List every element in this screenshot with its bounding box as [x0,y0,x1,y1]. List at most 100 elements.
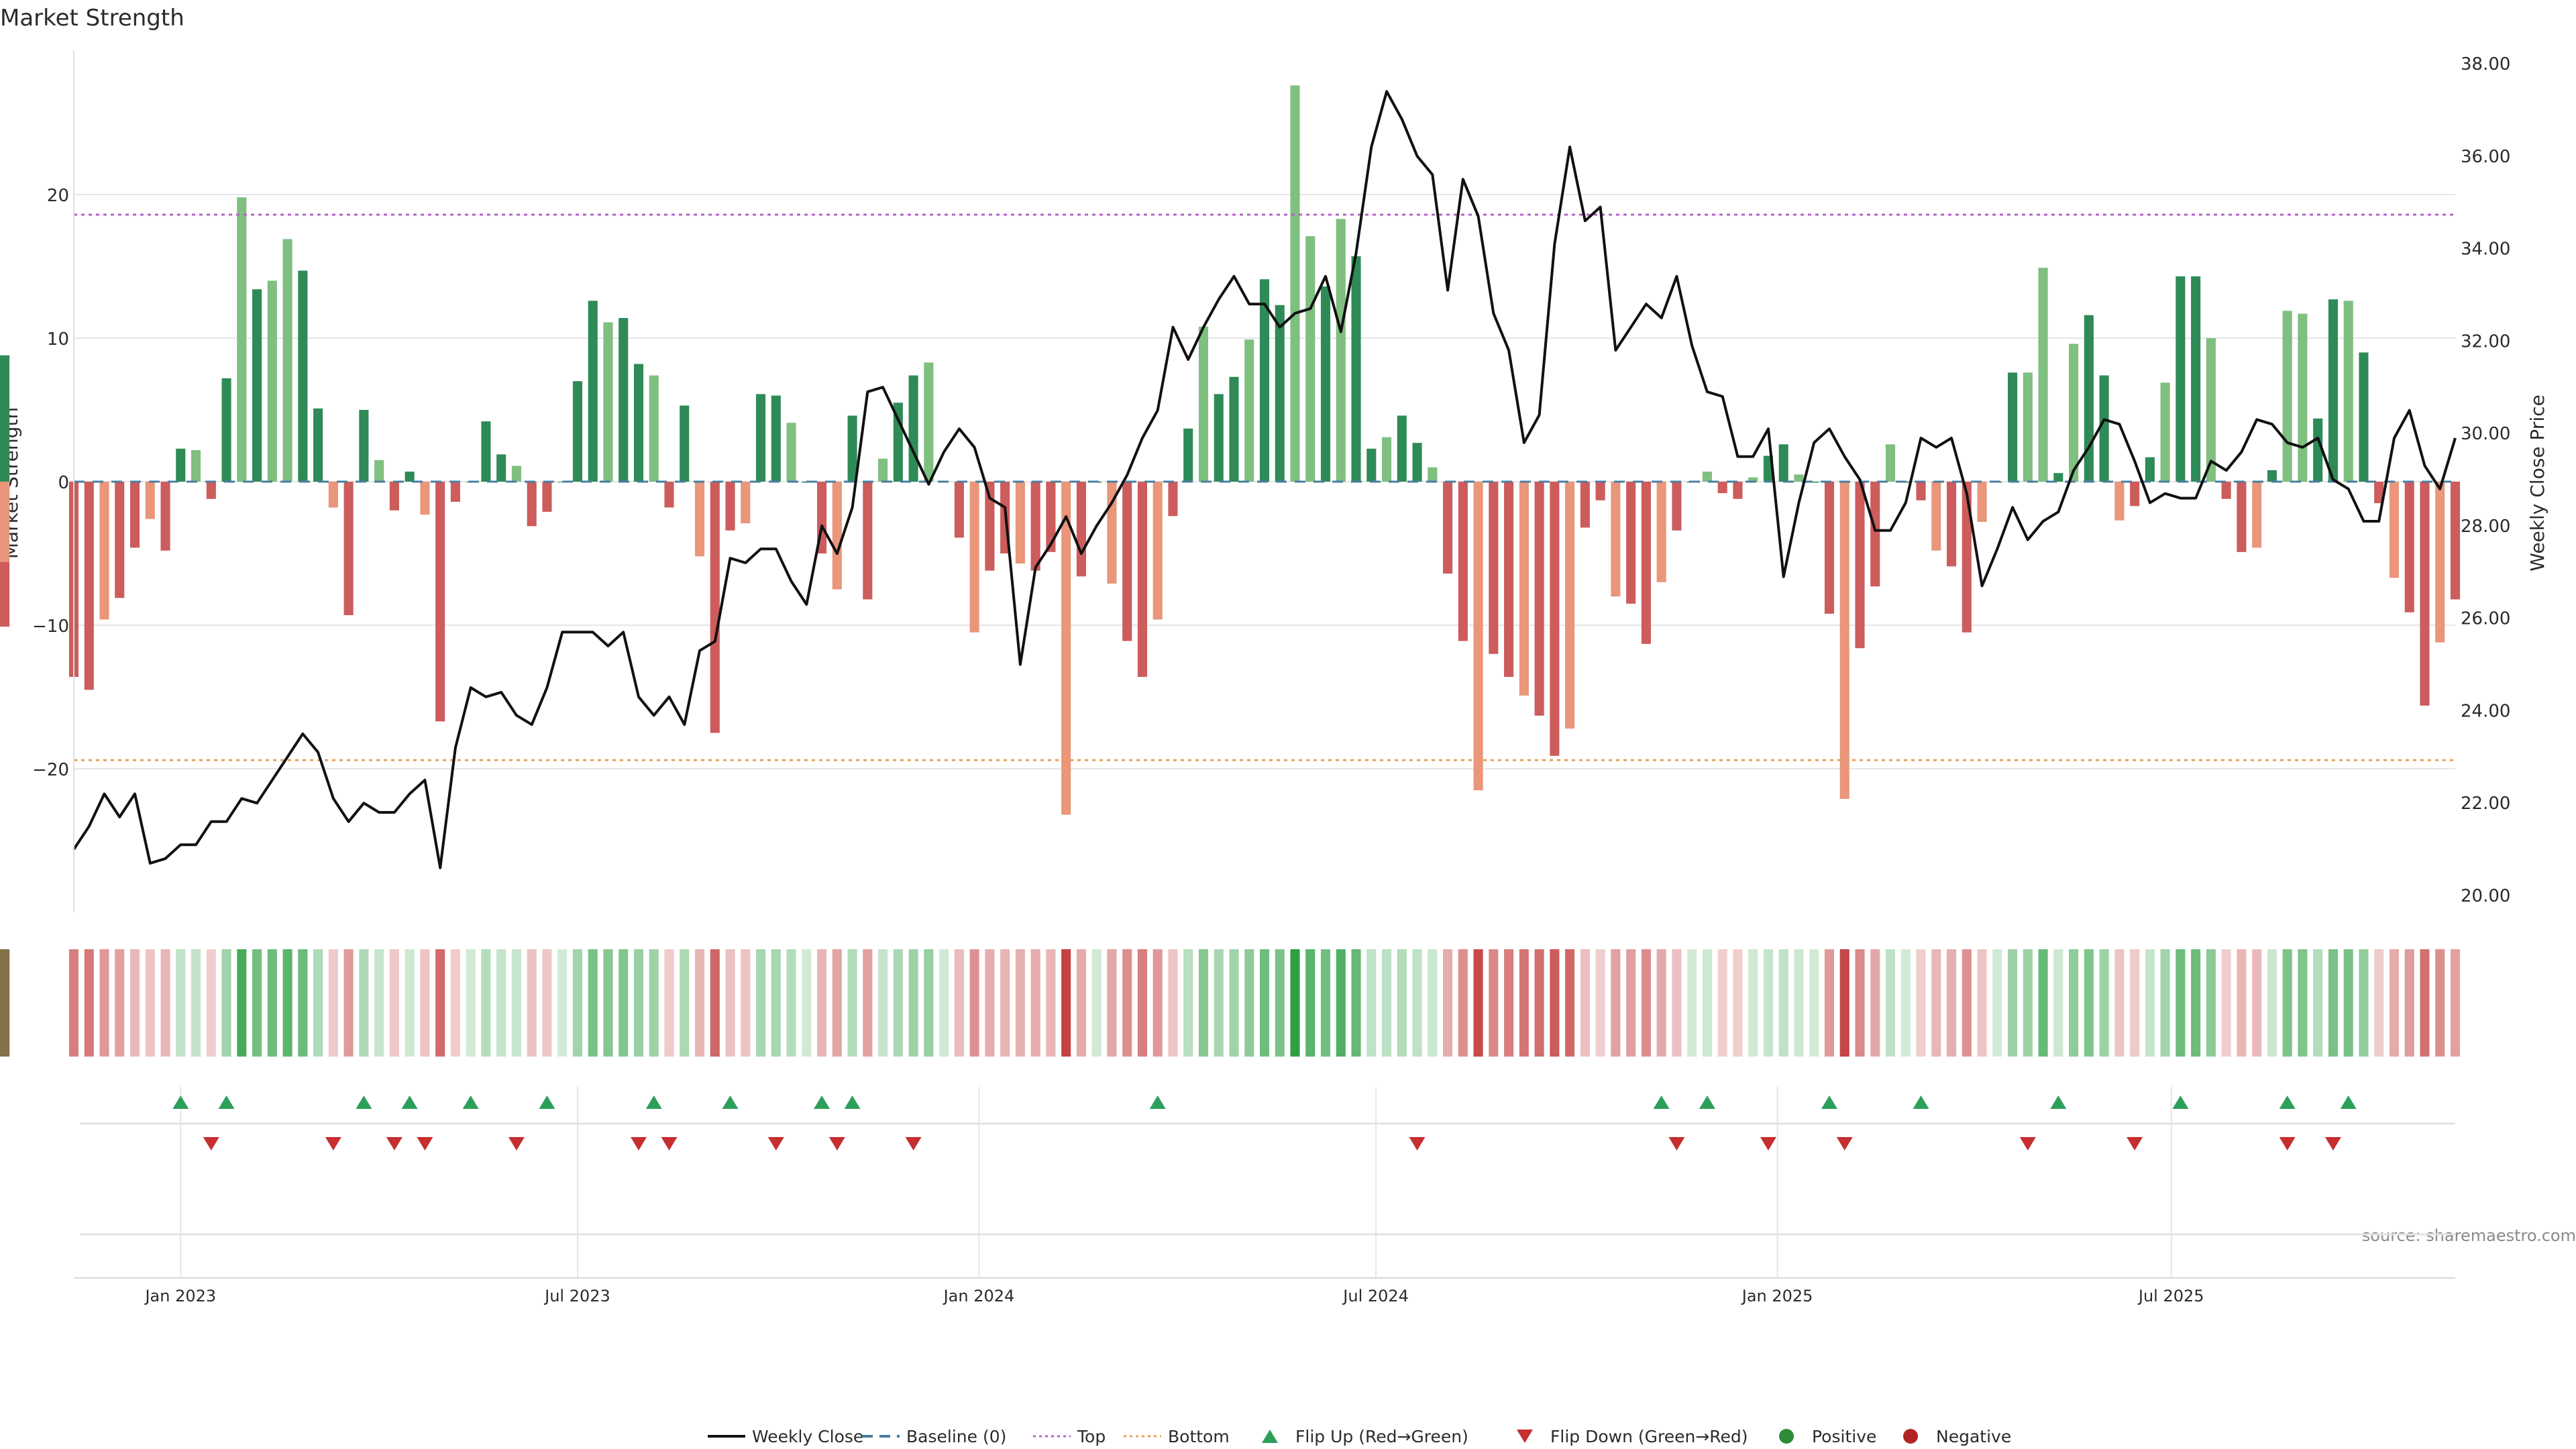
heat-cell [1809,949,1819,1057]
strength-bar [221,378,231,482]
axes-layer: 20 10 0 −10 −20 38.00 36.00 34.00 32.00 30.00 28.0… [32,50,2510,912]
heat-cell [1611,949,1621,1057]
flip-up-marker [722,1095,739,1109]
heat-cell [2114,949,2125,1057]
strength-bar [1885,444,1896,482]
y2-tick-label: 32.00 [2461,331,2510,352]
y2-tick-label: 34.00 [2461,239,2510,260]
strength-bar [1778,444,1788,482]
heat-cell [741,949,751,1057]
heat-cell [2008,949,2018,1057]
heat-cell [481,949,491,1057]
heat-cell [145,949,155,1057]
y2-axis-title: Weekly Close Price [2526,394,2548,571]
heat-cell [298,949,308,1057]
heat-cell [466,949,476,1057]
strength-bar [1122,482,1132,641]
flip-down-marker [905,1137,922,1150]
strength-bar [664,482,674,508]
heat-cell [1717,949,1727,1057]
x-tick-label: Jan 2023 [144,1287,216,1305]
flip-down-marker [828,1137,845,1150]
strength-bar [1916,482,1926,500]
heat-cell [1061,949,1071,1057]
heat-cell [725,949,735,1057]
heat-cell [1534,949,1544,1057]
heat-cell [2053,949,2063,1057]
heat-cell [2450,949,2461,1057]
heat-cell [115,949,125,1057]
flip-down-marker [767,1137,784,1150]
x-tick-label: Jul 2025 [2137,1287,2204,1305]
strength-bar [1672,482,1682,531]
heat-cell [450,949,460,1057]
heat-cell [2435,949,2445,1057]
heat-cell [1214,949,1224,1057]
heat-cell [1428,949,1438,1057]
strength-bar [1855,482,1865,649]
strength-bar [924,362,934,482]
heat-cell [68,949,79,1057]
strength-bar [1366,448,1377,482]
strength-heat-strip [0,949,2461,1057]
heat-cell [1473,949,1483,1057]
strength-bar [2282,311,2292,482]
x-tick-label: Jan 2025 [1741,1287,1813,1305]
flip-up-marker [645,1095,662,1109]
heat-cell [878,949,888,1057]
strength-bar [1809,482,1819,483]
legend: Weekly Close Baseline (0) Top Bottom Flip Up… [708,1427,2011,1446]
heat-cell [542,949,552,1057]
strength-bar [572,381,583,482]
strength-bar [1076,482,1086,577]
strength-bar [969,482,979,633]
heat-cell [1381,949,1392,1057]
strength-bar [1412,443,1422,482]
heat-cell [496,949,506,1057]
weekly-close-layer [72,90,2457,869]
strength-bar [2099,375,2109,482]
heat-cell [1336,949,1346,1057]
strength-bar [1275,305,1285,482]
heat-cell [2282,949,2292,1057]
strength-bar [771,395,781,482]
heat-cell [1778,949,1788,1057]
flip-markers [80,1095,2455,1236]
strength-bar [1183,428,1193,482]
strength-bar [2328,299,2339,482]
strength-bar [1473,482,1483,791]
flip-down-marker [2127,1137,2143,1150]
heat-cell [2267,949,2277,1057]
strength-bar [1397,415,1407,482]
heat-cell [1076,949,1086,1057]
strength-bar [267,280,277,482]
strength-bar [2389,482,2400,578]
strength-bar [420,482,430,515]
y-tick-label: −10 [32,616,69,637]
heat-cell [2099,949,2109,1057]
heat-cell [1839,949,1849,1057]
strength-bar [2053,473,2063,482]
strength-bar [2267,470,2277,482]
strength-bar [2206,338,2216,482]
strength-bar [741,482,751,524]
heat-cell [572,949,583,1057]
strength-bar [298,270,308,482]
heat-cell [1870,949,1880,1057]
strength-bar [1198,326,1209,482]
flip-down-marker [630,1137,647,1150]
legend-item: Top [1033,1427,1106,1446]
strength-bar [832,482,842,590]
heat-cell [1290,949,1300,1057]
heat-cell [160,949,170,1057]
heat-cell [2237,949,2247,1057]
heat-cell [1748,949,1758,1057]
x-axis-layer: Jan 2023 Jul 2023 Jan 2024 Jul 2024 Jan 2025… [74,1277,2455,1305]
flip-up-marker [2172,1095,2189,1109]
strength-bar [84,482,94,690]
heat-cell [1977,949,1987,1057]
heat-cell [1550,949,1560,1057]
heat-cell [1855,949,1865,1057]
strength-bar [1534,482,1544,716]
y2-tick-label: 22.00 [2461,794,2510,814]
